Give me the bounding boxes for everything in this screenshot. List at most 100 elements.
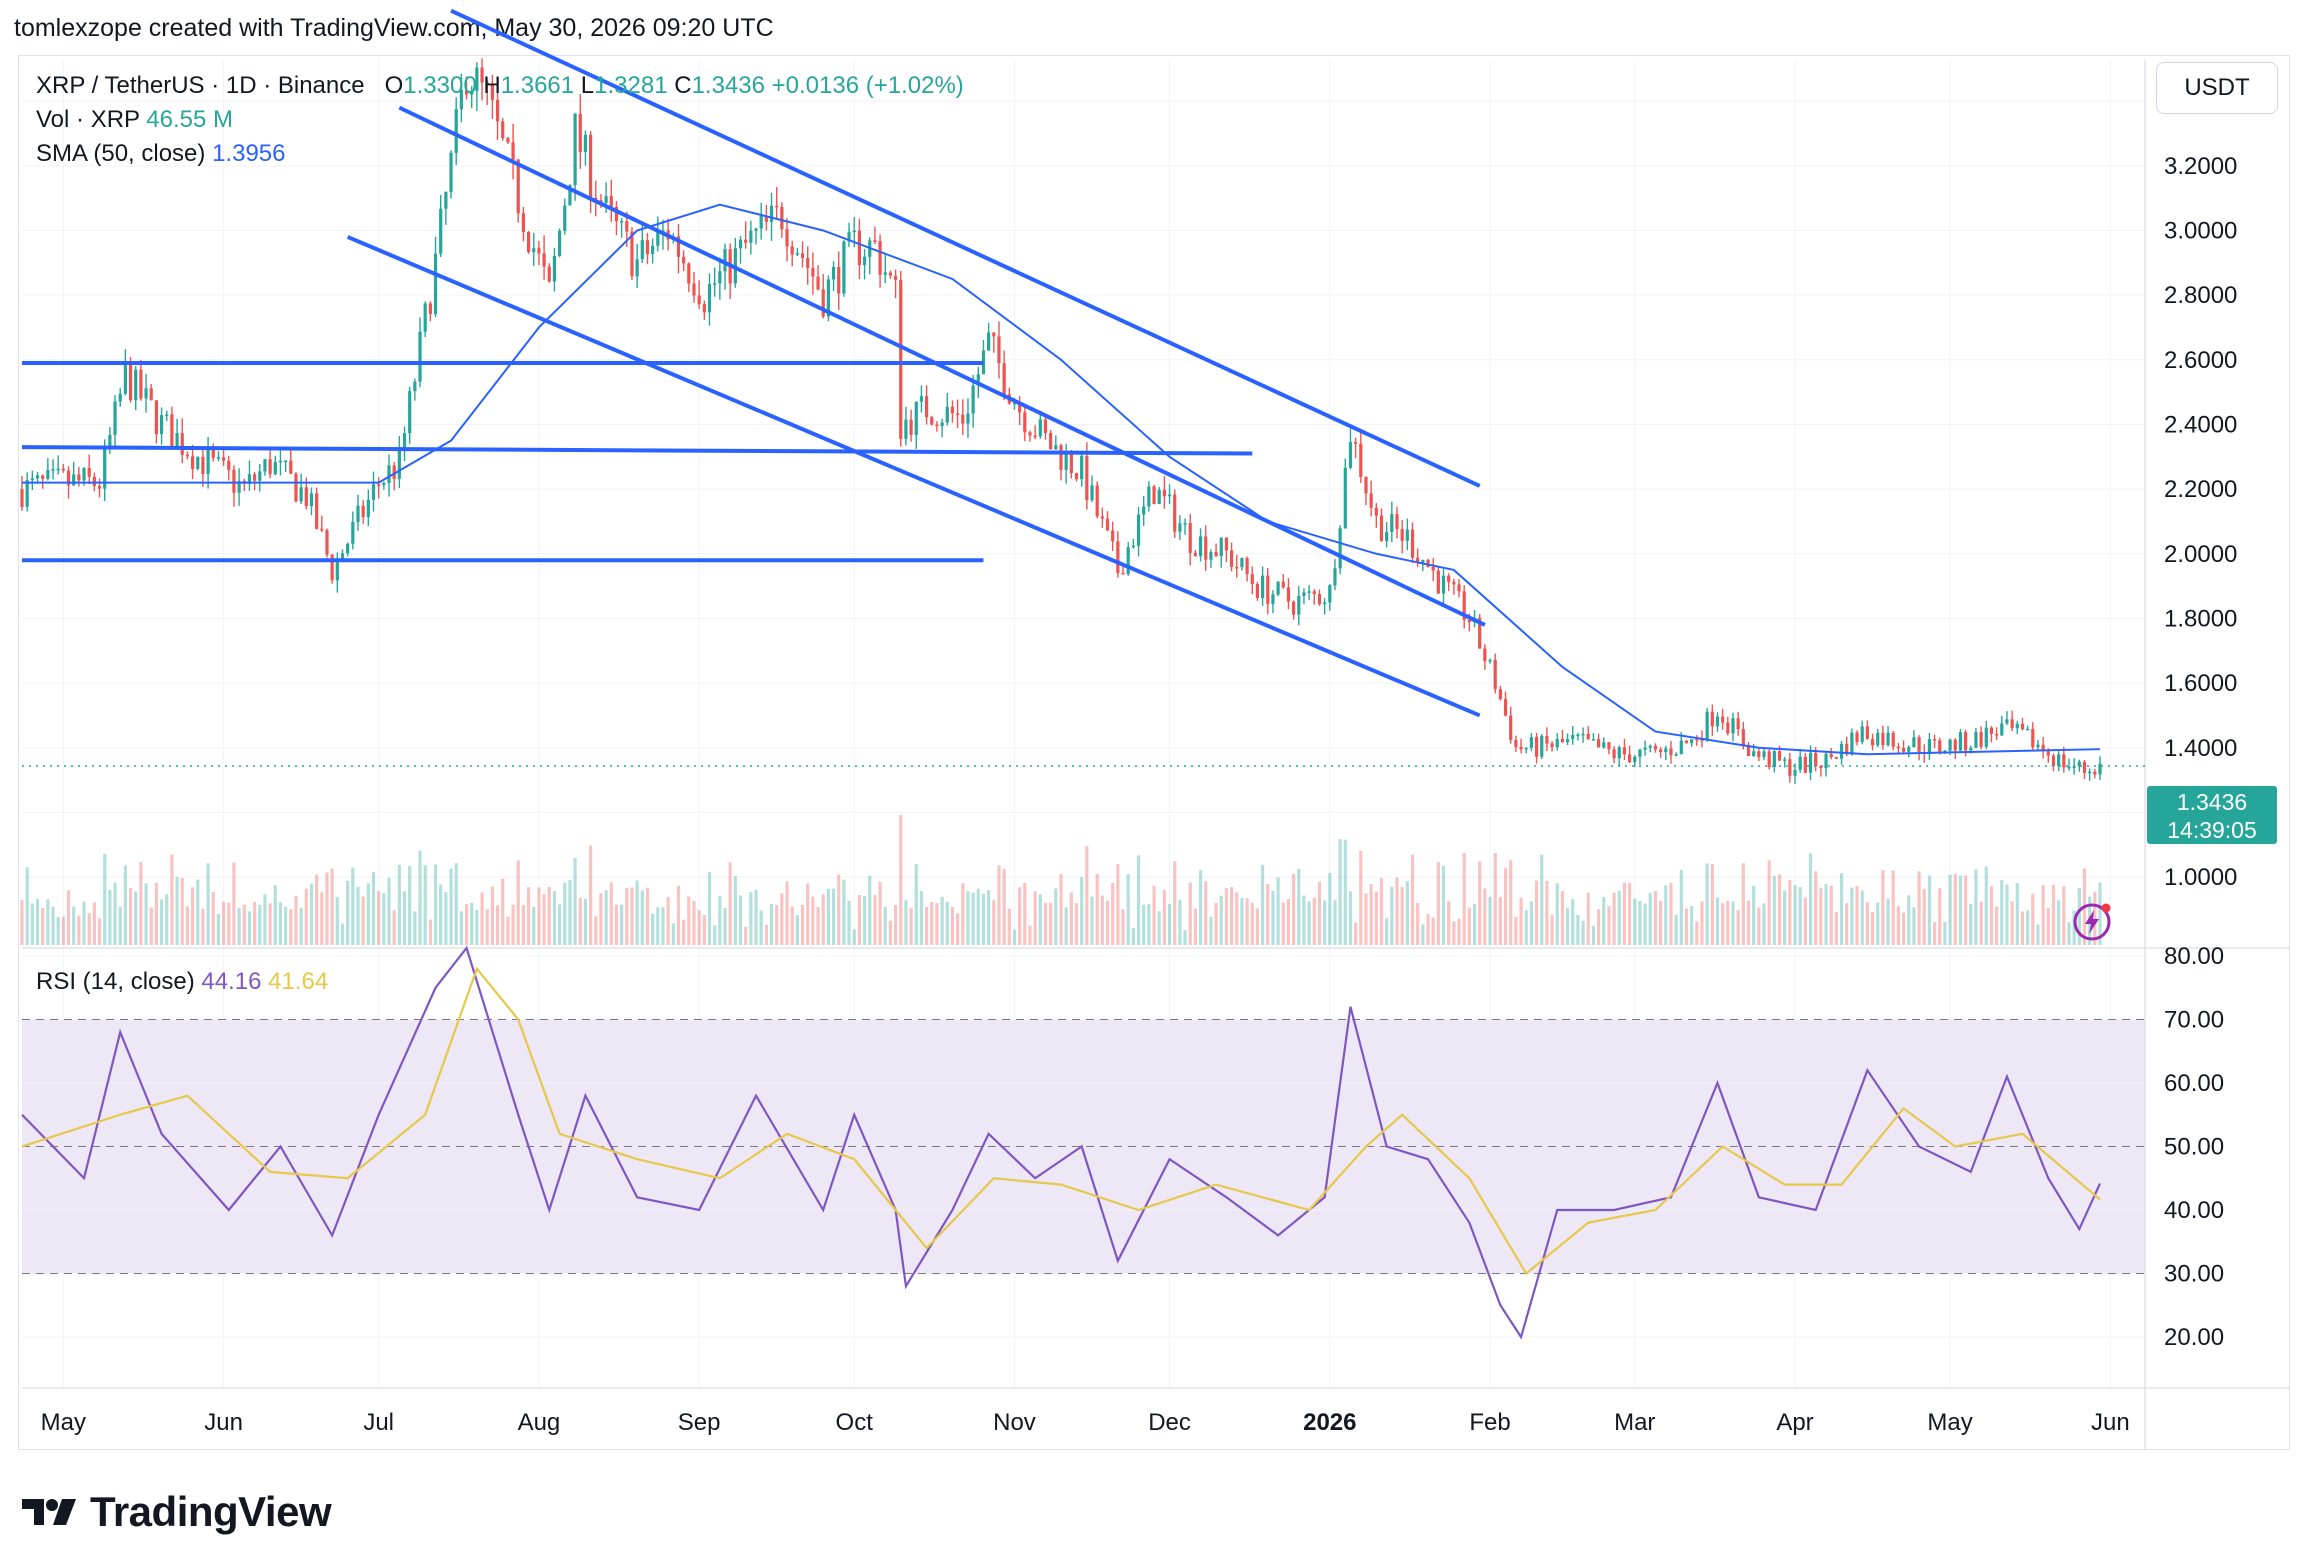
volume-bar xyxy=(1540,854,1544,945)
candle-body xyxy=(1876,732,1880,746)
volume-bar xyxy=(1555,883,1559,945)
volume-bar xyxy=(1126,874,1130,945)
volume-bar xyxy=(206,863,210,945)
volume-bar xyxy=(707,871,712,945)
candle-body xyxy=(1638,749,1642,757)
volume-bar xyxy=(1059,873,1063,945)
candle-body xyxy=(495,99,500,122)
volume-bar xyxy=(563,882,567,945)
candle-body xyxy=(826,279,830,317)
volume-bar xyxy=(459,911,463,945)
lightning-icon[interactable] xyxy=(2072,902,2112,942)
candle-body xyxy=(1509,715,1513,740)
volume-bar xyxy=(1529,901,1533,945)
candle-body xyxy=(987,332,991,351)
volume-bar xyxy=(909,908,913,945)
rsi-band xyxy=(22,1019,2145,1274)
candle-body xyxy=(1767,751,1771,768)
volume-bar xyxy=(542,894,546,945)
candle-body xyxy=(914,401,918,435)
volume-bar xyxy=(444,892,448,945)
volume-bar xyxy=(2077,887,2081,945)
candle-body xyxy=(837,266,841,294)
candle-body xyxy=(1591,739,1596,741)
volume-bar xyxy=(1865,902,1869,945)
volume-bar xyxy=(630,887,634,945)
volume-bar xyxy=(1457,918,1461,945)
time-tick-label: Dec xyxy=(1148,1409,1191,1436)
volume-bar xyxy=(1762,903,1766,945)
volume-bar xyxy=(1684,908,1689,945)
rsi-label: RSI (14, close) xyxy=(36,968,195,995)
volume-bar xyxy=(893,905,898,945)
candle-body xyxy=(61,468,65,471)
candle-body xyxy=(1385,531,1389,542)
candle-body xyxy=(232,469,236,493)
candle-body xyxy=(1927,739,1932,755)
volume-bar xyxy=(687,896,691,945)
volume-bar xyxy=(800,904,805,945)
rsi-tick-label: 40.00 xyxy=(2164,1197,2224,1224)
volume-bar xyxy=(128,887,133,945)
volume-bar xyxy=(2072,910,2076,945)
volume-bar xyxy=(1891,870,1895,945)
volume-bar xyxy=(278,902,283,945)
volume-bar xyxy=(987,890,991,945)
volume-bar xyxy=(1503,867,1508,945)
candle-body xyxy=(1958,732,1963,751)
volume-bar xyxy=(1085,846,1089,945)
candle-body xyxy=(351,521,355,544)
volume-bar xyxy=(1896,906,1901,945)
volume-bar xyxy=(454,863,458,945)
candle-body xyxy=(1746,744,1751,757)
candle-body xyxy=(811,268,815,277)
volume-bar xyxy=(1674,914,1678,945)
tradingview-logo[interactable]: TradingView xyxy=(22,1488,332,1536)
volume-bar xyxy=(263,894,267,945)
candle-body xyxy=(1829,753,1833,757)
candle-body xyxy=(542,253,546,267)
volume-bar xyxy=(139,861,143,945)
volume-bar xyxy=(826,888,830,945)
sma-legend: SMA (50, close) 1.3956 xyxy=(36,140,285,168)
candle-body xyxy=(557,230,562,256)
volume-bar xyxy=(1354,922,1358,945)
candle-body xyxy=(1643,747,1647,750)
rsi-tick-label: 70.00 xyxy=(2164,1007,2224,1034)
volume-bar xyxy=(2000,880,2004,945)
volume-bar xyxy=(1700,901,1704,945)
price-tick-label: 2.8000 xyxy=(2164,282,2237,309)
volume-bar xyxy=(1772,875,1776,945)
candle-body xyxy=(1002,363,1006,395)
volume-bar xyxy=(366,883,370,945)
volume-bar xyxy=(1369,884,1373,945)
candle-body xyxy=(1080,455,1084,480)
candle-body xyxy=(51,469,55,471)
legend-high: 1.3661 xyxy=(500,72,575,99)
volume-bar xyxy=(56,917,60,945)
candle-body xyxy=(206,449,210,475)
volume-bar xyxy=(196,879,200,945)
candle-body xyxy=(1700,739,1704,741)
volume-bar xyxy=(227,902,231,945)
candle-body xyxy=(821,289,825,317)
candle-body xyxy=(1090,485,1094,501)
volume-bar xyxy=(583,898,588,945)
candle-body xyxy=(651,245,655,254)
currency-selector[interactable]: USDT xyxy=(2156,62,2278,114)
legend-open-label: O xyxy=(384,72,404,99)
candle-body xyxy=(1152,486,1156,504)
candle-body xyxy=(992,332,996,337)
candle-body xyxy=(893,275,898,280)
volume-bar xyxy=(1395,877,1399,945)
time-tick-label: Jun xyxy=(204,1409,243,1436)
candle-body xyxy=(1043,419,1048,433)
candle-body xyxy=(682,256,686,264)
volume-bar xyxy=(573,858,577,945)
volume-bar xyxy=(92,902,96,945)
candle-body xyxy=(2000,723,2004,736)
candle-body xyxy=(1198,536,1203,557)
candle-body xyxy=(1726,722,1730,734)
volume-bar xyxy=(1054,888,1058,945)
